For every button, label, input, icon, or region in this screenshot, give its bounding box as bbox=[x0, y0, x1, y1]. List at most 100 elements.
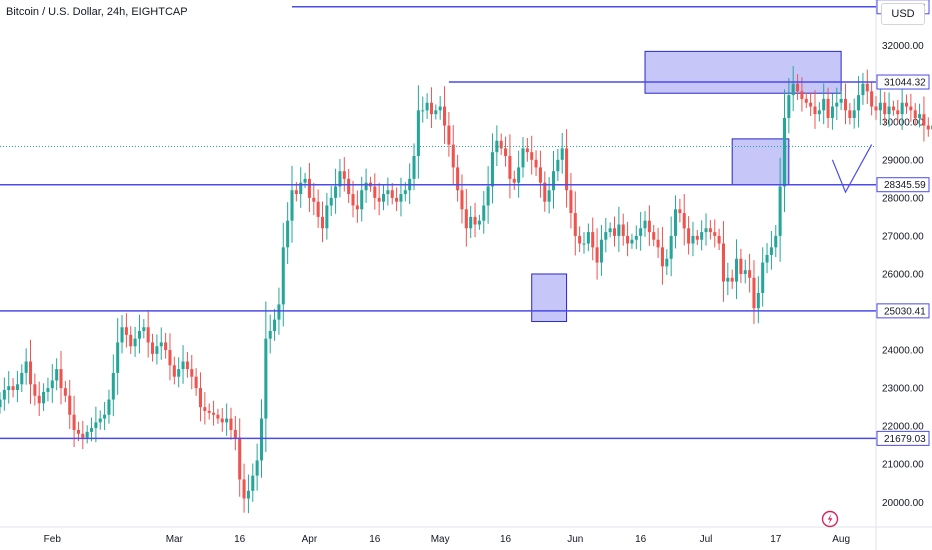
candle-body bbox=[565, 148, 569, 191]
candle-body bbox=[748, 270, 752, 278]
candle-body bbox=[634, 235, 638, 240]
candle-body bbox=[918, 114, 922, 118]
candle-body bbox=[456, 167, 460, 191]
candle-body bbox=[76, 429, 80, 434]
x-tick-label: May bbox=[431, 534, 450, 545]
candle-body bbox=[817, 110, 821, 115]
candle-body bbox=[142, 327, 146, 332]
candle-body bbox=[617, 224, 621, 236]
candle-body bbox=[334, 186, 338, 198]
candle-body bbox=[246, 490, 250, 499]
candle-body bbox=[909, 106, 913, 111]
candle-body bbox=[172, 365, 176, 377]
candle-body bbox=[133, 338, 137, 347]
y-tick-label: 20000.00 bbox=[882, 498, 924, 509]
y-tick-label: 23000.00 bbox=[882, 384, 924, 395]
candle-body bbox=[286, 220, 290, 248]
candle-body bbox=[900, 102, 904, 115]
candle-body bbox=[242, 479, 246, 499]
candle-body bbox=[843, 98, 848, 111]
x-tick-label: 16 bbox=[234, 534, 246, 545]
y-tick-label: 24000.00 bbox=[882, 346, 924, 357]
candle-body bbox=[312, 197, 316, 202]
candle-body bbox=[429, 102, 433, 115]
candle-body bbox=[72, 414, 76, 430]
candle-body bbox=[325, 205, 329, 229]
candle-body bbox=[547, 190, 551, 202]
candle-body bbox=[85, 431, 89, 438]
candle-body bbox=[164, 342, 168, 351]
x-tick-label: Mar bbox=[166, 534, 184, 545]
candle-body bbox=[177, 369, 181, 377]
candle-body bbox=[81, 433, 85, 438]
candle-body bbox=[874, 106, 878, 111]
candle-body bbox=[517, 167, 521, 183]
candle-body bbox=[482, 205, 486, 221]
x-tick-label: 16 bbox=[635, 534, 647, 545]
candle-body bbox=[769, 247, 773, 255]
candle-body bbox=[861, 83, 865, 96]
candle-body bbox=[687, 228, 691, 244]
candle-body bbox=[403, 190, 407, 195]
candle-body bbox=[212, 412, 216, 415]
y-tick-label: 32000.00 bbox=[882, 41, 924, 52]
currency-selector[interactable]: USD bbox=[881, 3, 925, 25]
candle-body bbox=[525, 148, 529, 153]
candle-body bbox=[878, 102, 882, 111]
candle-body bbox=[813, 106, 817, 115]
candle-body bbox=[891, 106, 895, 111]
candle-body bbox=[155, 346, 159, 354]
candle-body bbox=[443, 106, 447, 126]
candle-body bbox=[904, 102, 909, 107]
candle-body bbox=[626, 235, 630, 244]
candle-body bbox=[89, 428, 94, 432]
candle-body bbox=[883, 102, 887, 115]
candle-body bbox=[447, 125, 451, 145]
candle-body bbox=[146, 327, 150, 343]
candle-body bbox=[656, 239, 660, 248]
projection-path bbox=[831, 144, 873, 194]
candle-body bbox=[726, 277, 730, 282]
candle-body bbox=[129, 334, 133, 347]
candle-body bbox=[809, 102, 813, 107]
candle-body bbox=[277, 304, 281, 320]
y-tick-label: 29000.00 bbox=[882, 155, 924, 166]
candle-body bbox=[595, 247, 599, 263]
candle-body bbox=[351, 194, 355, 206]
candle-body bbox=[761, 262, 765, 293]
candle-body bbox=[608, 228, 612, 233]
candle-body bbox=[782, 117, 787, 187]
candle-body bbox=[233, 429, 237, 438]
candle-body bbox=[604, 232, 608, 240]
tradingview-logo-icon[interactable] bbox=[821, 510, 839, 528]
candle-body bbox=[425, 102, 429, 111]
candle-body bbox=[796, 83, 800, 92]
level-label: 25030.41 bbox=[884, 306, 926, 317]
level-label-box bbox=[876, 303, 930, 319]
candle-body bbox=[63, 388, 67, 396]
candle-body bbox=[830, 106, 834, 118]
candle-body bbox=[787, 95, 791, 118]
candle-body bbox=[181, 361, 185, 370]
y-tick-label: 26000.00 bbox=[882, 269, 924, 280]
candle-body bbox=[652, 232, 656, 240]
x-tick-label: Aug bbox=[832, 534, 850, 545]
zone-box bbox=[644, 50, 842, 94]
candle-body bbox=[342, 171, 346, 179]
candle-body bbox=[124, 327, 128, 335]
candle-body bbox=[7, 386, 11, 391]
candle-body bbox=[299, 182, 303, 195]
candle-body bbox=[700, 232, 704, 240]
candle-body bbox=[94, 422, 98, 429]
candle-body bbox=[582, 243, 586, 245]
candle-body bbox=[364, 182, 368, 191]
candle-body bbox=[2, 390, 6, 400]
candle-body bbox=[477, 220, 481, 225]
y-tick-label: 30000.00 bbox=[882, 117, 924, 128]
candle-body bbox=[24, 361, 28, 373]
candle-body bbox=[621, 224, 625, 236]
candle-body bbox=[185, 361, 189, 370]
candle-body bbox=[338, 171, 342, 187]
candle-body bbox=[643, 220, 647, 229]
